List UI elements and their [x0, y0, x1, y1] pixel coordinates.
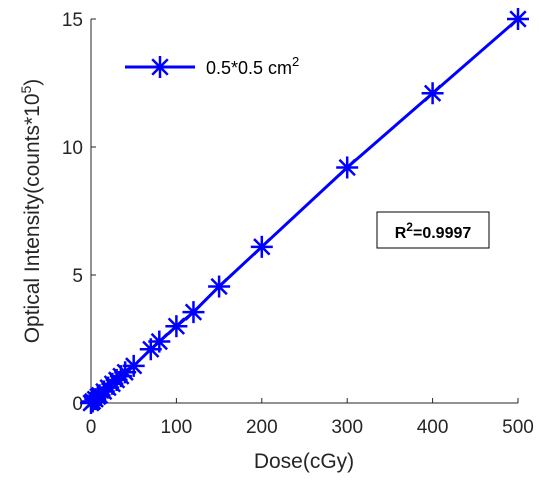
- y-tick-label: 15: [62, 10, 83, 31]
- y-tick-label: 0: [72, 394, 83, 415]
- legend: 0.5*0.5 cm2: [125, 54, 299, 78]
- x-tick-label: 300: [331, 417, 363, 438]
- data-point-marker: [421, 82, 444, 105]
- data-point-marker: [208, 275, 231, 298]
- x-tick-label: 500: [502, 417, 534, 438]
- y-tick-label: 10: [62, 138, 83, 159]
- r2-annotation: R2=0.9997: [376, 211, 490, 249]
- ticks: 0 100 200 300 400 500 0 5 10 15: [62, 10, 534, 438]
- data-point-marker: [149, 56, 171, 78]
- data-point-marker: [336, 156, 359, 179]
- marker-stroke: [184, 303, 203, 321]
- marker-stroke: [253, 238, 271, 256]
- data-point-marker: [148, 330, 171, 353]
- marker-stroke: [151, 58, 169, 76]
- data-point-marker: [182, 301, 205, 324]
- marker-stroke: [125, 357, 143, 375]
- axes: [90, 19, 518, 404]
- x-axis-title: Dose(cGy): [254, 450, 354, 473]
- y-axis-title: Optical Intensity(counts*105): [18, 79, 44, 344]
- x-tick-label: 200: [246, 417, 278, 438]
- series-layer: [80, 8, 529, 414]
- marker-stroke: [509, 10, 527, 28]
- y-tick-label: 5: [72, 266, 83, 287]
- x-tick-label: 400: [417, 417, 449, 438]
- legend-marker: [149, 56, 171, 78]
- marker-stroke: [210, 277, 228, 296]
- x-tick-label: 100: [161, 417, 193, 438]
- r2-text: R2=0.9997: [395, 220, 472, 242]
- data-point-marker: [507, 8, 529, 30]
- marker-stroke: [150, 332, 168, 351]
- marker-stroke: [423, 84, 442, 102]
- marker-stroke: [167, 317, 186, 335]
- legend-label: 0.5*0.5 cm2: [206, 54, 299, 78]
- data-point-marker: [122, 354, 145, 377]
- r2-box: [376, 211, 490, 249]
- data-point-marker: [165, 315, 188, 338]
- marker-stroke: [338, 158, 356, 177]
- x-tick-label: 0: [86, 417, 97, 438]
- data-point-marker: [250, 235, 273, 258]
